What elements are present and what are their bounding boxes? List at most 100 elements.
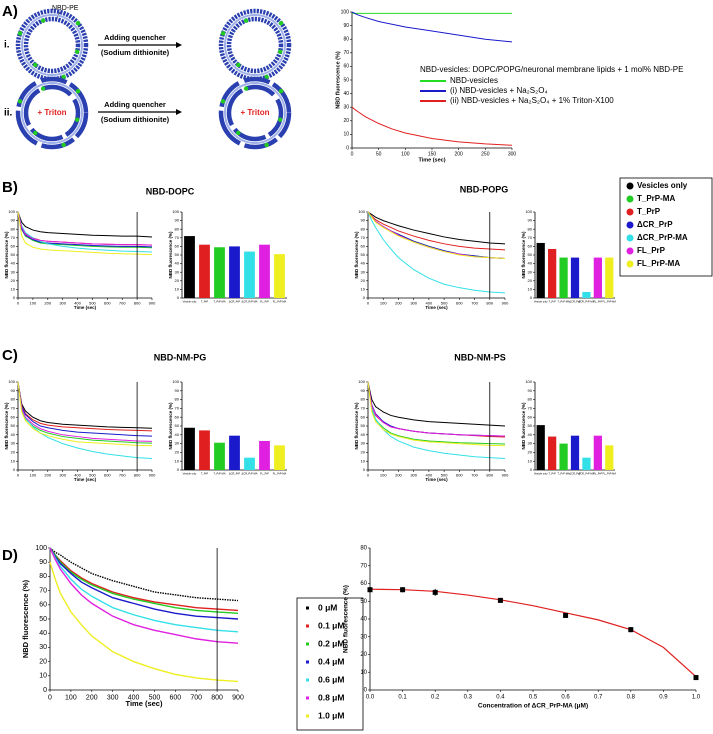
series-line	[17, 381, 153, 447]
nbd-label	[75, 20, 81, 26]
series-line	[17, 381, 153, 460]
legend-box	[619, 177, 713, 277]
nbd-label	[17, 99, 23, 104]
legend-label: (ii) NBD-vesicles + Na₂S₂O₄ + 1% Triton-…	[450, 96, 614, 105]
y-tick-label: 0	[177, 295, 180, 300]
y-tick-label: 10	[175, 458, 180, 463]
arrow-text: Adding quencher	[104, 100, 166, 109]
y-axis-label: NBD fluorescence (%)	[168, 231, 173, 279]
y-tick-label: 100	[35, 545, 47, 552]
y-tick-label: 80	[528, 397, 533, 402]
x-tick-label: 200	[454, 151, 463, 157]
x-tick-label: T_PrP	[548, 472, 556, 476]
series-line	[49, 547, 239, 620]
series-line	[367, 211, 506, 251]
x-tick-label: 0.1	[398, 694, 407, 700]
y-tick-label: 40	[39, 630, 47, 637]
x-tick-label: Vesicle only	[534, 300, 548, 304]
point	[400, 587, 406, 593]
membrane-core	[21, 14, 83, 76]
y-tick-label: 10	[528, 286, 533, 291]
series-line	[367, 381, 506, 427]
series-line	[17, 381, 153, 444]
arrow-head	[176, 42, 182, 48]
y-tick-label: 80	[11, 397, 16, 402]
x-tick-label: 700	[119, 300, 126, 305]
y-tick-label: 80	[360, 546, 367, 552]
x-tick-label: 400	[74, 472, 81, 477]
x-axis-label: Time (sec)	[126, 699, 163, 708]
legend-label: 0.8 μM	[318, 692, 344, 702]
x-tick-label: 0	[367, 472, 370, 477]
x-tick-label: 1.0	[692, 694, 701, 700]
nbd-label	[243, 18, 249, 23]
x-tick-label: T_PrP-MA	[558, 300, 570, 304]
nbd-label	[74, 117, 80, 122]
x-tick-label: 0	[17, 472, 20, 477]
y-tick-label: 50	[39, 616, 47, 623]
membrane-outer	[218, 76, 292, 150]
legend-label: 0.2 μM	[318, 638, 344, 648]
y-tick-label: 90	[11, 218, 16, 223]
y-tick-label: 40	[175, 432, 180, 437]
y-tick-label: 80	[175, 397, 180, 402]
y-tick-label: 40	[11, 432, 16, 437]
nbd-label	[40, 18, 46, 23]
y-tick-label: 30	[11, 269, 16, 274]
x-tick-label: 250	[481, 151, 490, 157]
y-axis-label: NBD fluorescence (%)	[521, 402, 526, 450]
membrane-core	[224, 82, 286, 144]
x-tick-label: 300	[410, 300, 417, 305]
bar	[274, 445, 285, 470]
y-tick-label: 50	[11, 423, 16, 428]
x-tick-label: T_PrP	[548, 300, 556, 304]
y-tick-label: 100	[172, 379, 179, 384]
y-tick-label: 90	[528, 388, 533, 393]
nbd-label	[278, 88, 284, 94]
y-axis-label: NBD fluorescence (%)	[4, 231, 9, 279]
series-line	[17, 211, 153, 238]
series-line	[49, 547, 239, 602]
series-line	[351, 11, 513, 43]
legend-label: 0.1 μM	[318, 620, 344, 630]
legend-swatch	[626, 234, 634, 242]
y-tick-label: 0	[13, 467, 16, 472]
x-tick-label: 800	[486, 300, 493, 305]
panel-label: B)	[2, 179, 18, 196]
y-tick-label: 40	[528, 432, 533, 437]
nbd-label	[264, 74, 269, 80]
x-tick-label: 800	[134, 300, 141, 305]
panel-label: C)	[2, 347, 18, 364]
y-tick-label: 30	[361, 441, 366, 446]
y-tick-label: 0	[346, 145, 349, 151]
y-tick-label: 40	[11, 261, 16, 266]
series-line	[17, 211, 153, 256]
y-tick-label: 40	[343, 91, 349, 97]
y-tick-label: 0	[364, 688, 368, 694]
y-tick-label: 50	[528, 423, 533, 428]
point	[693, 675, 699, 681]
y-tick-label: 100	[358, 209, 365, 214]
series-line	[367, 381, 506, 460]
bar	[570, 257, 580, 298]
y-tick-label: 80	[39, 573, 47, 580]
y-tick-label: 50	[175, 423, 180, 428]
y-tick-label: 30	[175, 441, 180, 446]
x-tick-label: ΔCR_PrP-MA	[242, 300, 258, 304]
x-tick-label: 600	[169, 694, 181, 701]
y-tick-label: 20	[528, 449, 533, 454]
x-tick-label: 800	[486, 472, 493, 477]
membrane-outer	[15, 76, 89, 150]
y-tick-label: 70	[360, 563, 367, 569]
x-tick-label: FL_PrP	[593, 472, 602, 476]
series-line	[17, 381, 153, 437]
y-axis-label: NBD fluorescence (%)	[335, 51, 341, 109]
y-tick-label: 40	[361, 432, 366, 437]
x-tick-label: T_PrP	[201, 300, 209, 304]
y-tick-label: 50	[343, 77, 349, 83]
x-tick-label: 100	[380, 300, 387, 305]
x-axis-label: Concentration of ΔCR_PrP-MA (μM)	[478, 703, 588, 710]
series-line	[17, 381, 153, 442]
bar	[184, 427, 195, 470]
y-tick-label: 0	[530, 295, 533, 300]
